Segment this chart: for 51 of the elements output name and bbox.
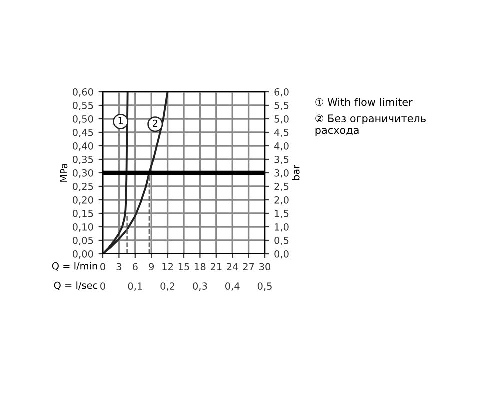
y-tick-label: 0,10 <box>72 223 94 232</box>
y-tick-label: 0,45 <box>72 128 94 138</box>
y2-tick-label: 4,5 <box>274 129 289 138</box>
y-tick-label: 0,20 <box>72 196 94 205</box>
x2-tick-label: 0,1 <box>128 282 142 291</box>
text: ① With flow limiter <box>316 98 413 106</box>
x-tick-label: 6 <box>132 263 138 271</box>
y2-tick-label: 0,5 <box>274 236 289 246</box>
x-tick-label: 24 <box>227 263 238 270</box>
y2-tick-label: 4,0 <box>274 142 289 151</box>
x-tick-label: 21 <box>210 263 222 270</box>
x-tick-label: 9 <box>149 263 154 271</box>
x-tick-label: 30 <box>260 263 271 271</box>
y2-tick-label: 1,5 <box>275 210 289 218</box>
x-tick-label: 0 <box>100 263 106 271</box>
y2-tick-label: 5,0 <box>274 115 289 124</box>
y2-tick-label: 5,5 <box>274 102 289 110</box>
y-tick-label: 0,55 <box>72 102 94 110</box>
x-axis-title: Q = l/min <box>52 262 98 271</box>
y2-tick-label: 2,0 <box>274 196 289 205</box>
y-tick-label: 0,25 <box>72 182 94 192</box>
y-tick-label: 0,35 <box>72 156 94 164</box>
y2-tick-label: 0,0 <box>274 250 289 259</box>
y-tick-label: 0,40 <box>72 142 94 151</box>
y2-tick-label: 2,5 <box>274 182 289 192</box>
x-tick-label: 27 <box>243 263 254 270</box>
y-axis-title: MPa <box>60 164 68 182</box>
y-tick-label: 0,30 <box>72 169 94 178</box>
x2-tick-label: 0 <box>100 282 106 290</box>
y-tick-label: 0,05 <box>72 236 94 246</box>
x2-tick-label: 0,3 <box>193 282 208 291</box>
annotation: 2 <box>153 120 158 128</box>
x2-tick-label: 0,5 <box>258 282 272 291</box>
x-tick-label: 15 <box>178 263 190 271</box>
y2-tick-label: 3,5 <box>274 156 289 164</box>
x-tick-label: 3 <box>116 263 122 271</box>
y-tick-label: 0,00 <box>72 250 94 259</box>
x-tick-label: 18 <box>195 263 206 271</box>
text: ② Без ограничитель расхода <box>316 114 426 136</box>
x2-axis-title: Q = l/sec <box>54 282 98 290</box>
y-tick-label: 0,15 <box>72 210 94 218</box>
y2-tick-label: 6,0 <box>274 88 289 97</box>
x2-tick-label: 0,2 <box>160 282 175 291</box>
x2-tick-label: 0,4 <box>226 282 240 291</box>
x-tick-label: 12 <box>162 263 174 270</box>
y-tick-label: 0,60 <box>72 88 94 97</box>
y2-axis-title: bar <box>292 164 300 180</box>
y-tick-label: 0,50 <box>72 115 94 124</box>
y2-tick-label: 1,0 <box>275 223 289 232</box>
y2-tick-label: 3,0 <box>274 169 289 178</box>
annotation: 1 <box>118 117 124 124</box>
